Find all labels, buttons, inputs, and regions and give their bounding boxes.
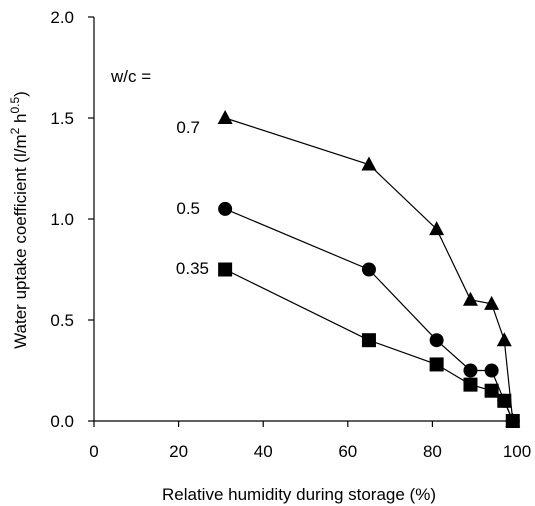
- series-0.5: [218, 201, 520, 428]
- data-point-triangle: [462, 291, 478, 306]
- data-point-circle: [463, 363, 478, 378]
- x-tick-label: 60: [338, 442, 357, 461]
- y-tick-label: 2.0: [50, 8, 74, 27]
- series-label-0.5: 0.5: [176, 199, 200, 218]
- data-point-square: [361, 333, 376, 348]
- axes: 0 20 40 60 80 100 0.0 0.5 1.0 1.5 2.0: [50, 8, 531, 461]
- y-axis-label: Water uptake coefficient (l/m2 h0.5): [8, 91, 30, 349]
- series-0.35: [218, 262, 520, 428]
- series-label-0.7: 0.7: [176, 118, 200, 137]
- annotations: w/c = 0.7 0.5 0.35: [110, 67, 209, 278]
- data-point-triangle: [429, 221, 445, 236]
- x-tick-label: 100: [503, 442, 531, 461]
- y-tick-label: 0.0: [50, 412, 74, 431]
- data-point-triangle: [496, 332, 512, 347]
- data-point-square: [484, 383, 499, 398]
- data-point-triangle: [361, 156, 377, 171]
- x-tick-label: 0: [89, 442, 98, 461]
- x-tick-label: 20: [169, 442, 188, 461]
- x-axis-label: Relative humidity during storage (%): [162, 485, 436, 504]
- data-point-triangle: [484, 295, 500, 310]
- data-point-square: [429, 357, 444, 372]
- x-tick-label: 80: [423, 442, 442, 461]
- series-label-0.35: 0.35: [176, 259, 209, 278]
- data-point-square: [463, 377, 478, 392]
- y-tick-label: 1.5: [50, 109, 74, 128]
- legend-title: w/c =: [110, 67, 151, 86]
- x-tick-label: 40: [254, 442, 273, 461]
- series-layer: [217, 110, 521, 428]
- data-point-circle: [484, 363, 499, 378]
- y-tick-label: 0.5: [50, 311, 74, 330]
- data-point-square: [218, 262, 233, 277]
- y-tick-label: 1.0: [50, 210, 74, 229]
- data-point-square: [505, 414, 520, 428]
- data-point-square: [497, 393, 512, 408]
- data-point-circle: [429, 333, 444, 348]
- data-point-circle: [361, 262, 376, 277]
- data-point-circle: [218, 201, 233, 216]
- data-point-triangle: [217, 110, 233, 124]
